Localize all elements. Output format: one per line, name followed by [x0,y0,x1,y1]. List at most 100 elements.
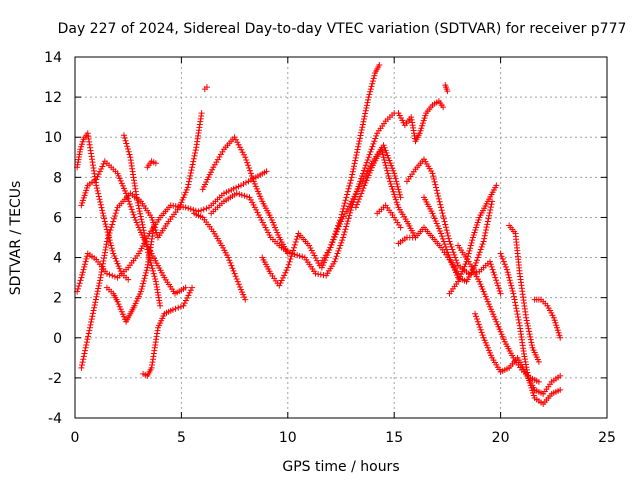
data-point [111,273,118,280]
data-point [356,135,363,142]
data-point [483,342,490,349]
data-point [232,136,239,143]
data-point [99,207,106,214]
data-point [128,206,135,213]
data-point [448,259,455,266]
data-point [482,293,489,300]
data-point [484,218,491,225]
data-point [557,372,564,379]
data-point [96,280,103,287]
data-point [338,218,344,225]
data-point [471,268,477,275]
data-point [526,328,533,335]
data-point [483,224,490,231]
data-point [95,282,102,289]
data-point [554,327,561,334]
data-point [484,298,491,305]
data-point [353,188,360,195]
data-point [367,88,374,95]
x-tick-label: 0 [71,430,80,446]
data-point [184,294,191,301]
data-point [480,288,487,295]
data-point [286,258,293,265]
data-point [362,107,369,114]
data-point [442,243,449,250]
data-point [442,224,449,231]
data-point [291,241,298,248]
data-point [357,180,364,187]
data-point [476,324,483,331]
data-point [80,266,87,273]
data-point [145,251,152,258]
data-point [247,170,254,177]
data-point [77,146,84,153]
data-point [231,270,238,277]
data-point [335,223,342,230]
data-point [473,313,480,320]
data-point [389,165,396,172]
data-point [513,308,520,315]
data-point [386,157,393,164]
data-point [479,332,486,339]
data-point [259,219,266,226]
data-point [147,257,154,264]
data-point [370,140,377,147]
data-point [78,274,85,281]
data-point [472,262,479,269]
data-point [361,182,368,189]
data-point [74,285,81,292]
data-point [488,352,495,359]
data-point [483,227,490,234]
data-point [384,152,391,159]
data-point [83,339,90,346]
data-point [477,326,484,333]
data-point [227,259,234,266]
data-point [122,187,129,194]
data-point [126,151,133,158]
data-point [326,247,333,254]
data-point [346,182,353,189]
data-point [508,285,515,292]
data-point [341,229,348,236]
data-point [124,193,131,200]
data-point [336,245,343,252]
data-point [92,296,99,303]
data-point [175,304,182,311]
data-point [141,275,148,282]
data-point [435,193,442,200]
data-point [235,281,242,288]
data-point [86,327,93,334]
data-point [282,269,289,276]
data-point [333,253,340,260]
data-point [334,250,341,257]
data-point [308,247,315,254]
data-point [265,229,272,236]
data-point [385,155,392,162]
data-point [472,226,479,233]
series-track-08 [144,158,159,171]
data-point [416,130,423,137]
data-point [79,138,86,145]
data-point [189,164,196,171]
data-point [186,289,193,296]
data-point [445,251,452,258]
data-point [289,250,296,257]
data-point [182,284,189,291]
data-point [440,238,447,245]
data-point [363,105,370,112]
data-point [422,112,429,119]
data-point [366,91,373,98]
data-point [454,259,461,266]
data-point [275,231,282,238]
data-point [249,175,256,182]
data-point [351,160,358,167]
data-point [255,211,262,218]
data-point [369,80,376,87]
data-point [138,245,145,252]
data-point [366,169,373,176]
data-point [483,296,490,303]
data-point [393,178,400,185]
data-point [99,163,106,170]
data-point [528,384,535,391]
